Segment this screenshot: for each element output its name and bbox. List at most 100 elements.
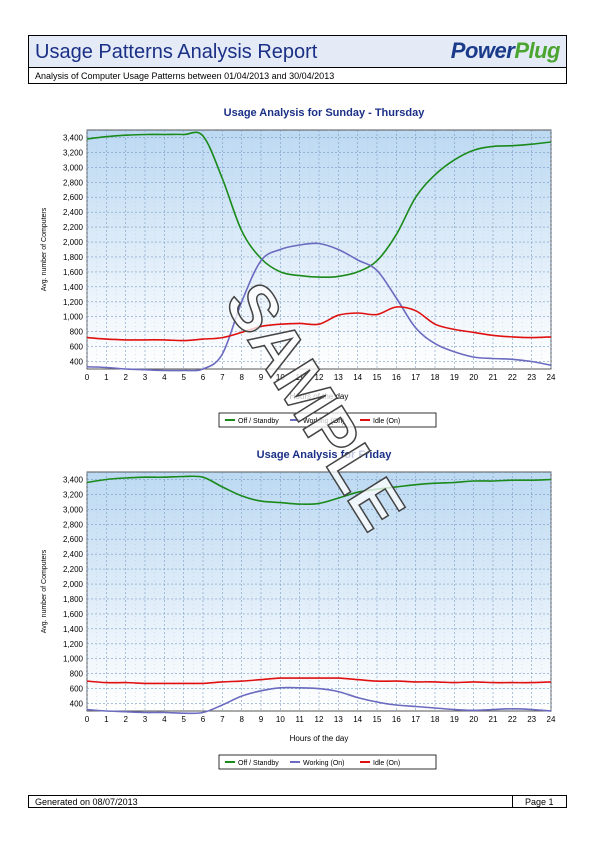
x-tick-label: 22 xyxy=(508,715,517,724)
series-line-off-standby xyxy=(86,475,552,505)
x-tick-label: 21 xyxy=(489,715,498,724)
chart-title: Usage Analysis for Sunday - Thursday xyxy=(224,107,426,119)
legend-label-working-on: Working (On) xyxy=(303,760,345,767)
y-tick-label: 1,400 xyxy=(63,283,84,292)
x-tick-label: 0 xyxy=(85,373,90,382)
chart-sunday-thursday: Usage Analysis for Sunday - Thursday 400 6… xyxy=(41,107,556,428)
x-tick-label: 9 xyxy=(259,715,264,724)
legend-label-off-standby: Off / Standby xyxy=(238,418,279,425)
y-tick-label: 3,000 xyxy=(63,505,84,514)
x-tick-label: 16 xyxy=(392,373,401,382)
y-tick-label: 1,600 xyxy=(63,610,84,619)
x-tick-label: 4 xyxy=(162,715,167,724)
y-tick-label: 1,000 xyxy=(63,313,84,322)
y-tick-label: 1,200 xyxy=(63,640,84,649)
y-tick-label: 400 xyxy=(70,358,84,367)
legend-box xyxy=(218,754,437,770)
footer-generated-date: Generated on 08/07/2013 xyxy=(28,795,513,808)
y-tick-label: 2,800 xyxy=(63,520,84,529)
x-tick-label: 1 xyxy=(104,373,109,382)
x-tick-label: 17 xyxy=(411,373,420,382)
x-tick-label: 8 xyxy=(239,715,244,724)
y-tick-label: 3,400 xyxy=(63,133,84,142)
plot-area xyxy=(86,471,552,712)
y-tick-label: 2,400 xyxy=(63,550,84,559)
x-tick-label: 10 xyxy=(276,373,285,382)
x-tick-label: 10 xyxy=(276,715,285,724)
x-tick-label: 2 xyxy=(123,373,128,382)
y-tick-label: 3,000 xyxy=(63,163,84,172)
y-axis-label: Avg. number of Computers xyxy=(41,207,48,291)
powerplug-logo: PowerPlug xyxy=(450,38,561,64)
x-tick-label: 13 xyxy=(334,373,343,382)
x-tick-label: 14 xyxy=(353,373,362,382)
plot-area xyxy=(86,129,552,370)
x-tick-label: 8 xyxy=(239,373,244,382)
x-tick-label: 20 xyxy=(469,373,478,382)
y-tick-label: 3,400 xyxy=(63,475,84,484)
x-tick-label: 15 xyxy=(373,715,382,724)
x-tick-label: 23 xyxy=(527,373,536,382)
x-tick-label: 3 xyxy=(143,715,148,724)
x-tick-label: 7 xyxy=(220,373,225,382)
legend-label-working-on: Working (On) xyxy=(303,418,345,425)
y-tick-label: 2,000 xyxy=(63,580,84,589)
x-tick-label: 2 xyxy=(123,715,128,724)
y-tick-label: 400 xyxy=(70,700,84,709)
legend-label-off-standby: Off / Standby xyxy=(238,760,279,767)
legend-box xyxy=(218,412,437,428)
x-tick-label: 21 xyxy=(489,373,498,382)
logo-text-power: Power xyxy=(450,38,515,63)
y-tick-label: 2,600 xyxy=(63,535,84,544)
logo-text-plug: Plug xyxy=(514,38,560,63)
y-tick-label: 1,000 xyxy=(63,655,84,664)
x-tick-label: 19 xyxy=(450,373,459,382)
series-line-working-on xyxy=(86,686,552,715)
x-tick-label: 11 xyxy=(296,715,305,724)
report-title: Usage Patterns Analysis Report xyxy=(35,41,318,63)
y-tick-label: 3,200 xyxy=(63,148,84,157)
y-tick-label: 2,000 xyxy=(63,238,84,247)
x-tick-label: 11 xyxy=(296,373,305,382)
y-axis-label: Avg. number of Computers xyxy=(41,549,48,633)
y-tick-label: 2,600 xyxy=(63,193,84,202)
x-tick-label: 24 xyxy=(547,373,556,382)
x-tick-label: 12 xyxy=(315,373,324,382)
x-tick-label: 5 xyxy=(181,715,186,724)
x-axis-label: Hours of the day xyxy=(290,392,349,401)
x-tick-label: 6 xyxy=(201,373,206,382)
series-line-off-standby xyxy=(86,131,552,279)
chart-friday: Usage Analysis for Friday 400 600 800 1,000 1… xyxy=(41,449,556,770)
x-tick-label: 23 xyxy=(527,715,536,724)
y-tick-label: 1,200 xyxy=(63,298,84,307)
series-line-idle-on xyxy=(86,306,552,342)
report-header: Usage Patterns Analysis Report PowerPlug xyxy=(28,35,567,68)
y-tick-label: 3,200 xyxy=(63,490,84,499)
y-tick-label: 600 xyxy=(70,685,84,694)
x-tick-label: 15 xyxy=(373,373,382,382)
chart-title: Usage Analysis for Friday xyxy=(257,449,393,461)
series-line-working-on xyxy=(86,242,552,372)
x-tick-label: 5 xyxy=(181,373,186,382)
x-tick-label: 19 xyxy=(450,715,459,724)
x-tick-label: 9 xyxy=(259,373,264,382)
x-tick-label: 22 xyxy=(508,373,517,382)
x-tick-label: 18 xyxy=(431,373,440,382)
x-tick-label: 12 xyxy=(315,715,324,724)
x-tick-label: 24 xyxy=(547,715,556,724)
y-tick-label: 800 xyxy=(70,670,84,679)
x-tick-label: 13 xyxy=(334,715,343,724)
series-line-idle-on xyxy=(86,677,552,685)
y-tick-label: 1,800 xyxy=(63,253,84,262)
chart-legend: Off / Standby Working (On) Idle (On) xyxy=(218,412,437,428)
y-tick-label: 1,800 xyxy=(63,595,84,604)
x-tick-label: 6 xyxy=(201,715,206,724)
y-tick-label: 1,400 xyxy=(63,625,84,634)
y-tick-label: 2,400 xyxy=(63,208,84,217)
y-tick-label: 600 xyxy=(70,343,84,352)
chart-legend: Off / Standby Working (On) Idle (On) xyxy=(218,754,437,770)
report-subtitle: Analysis of Computer Usage Patterns betw… xyxy=(28,67,567,84)
y-tick-label: 2,800 xyxy=(63,178,84,187)
y-tick-label: 2,200 xyxy=(63,565,84,574)
x-axis-label: Hours of the day xyxy=(290,734,349,743)
